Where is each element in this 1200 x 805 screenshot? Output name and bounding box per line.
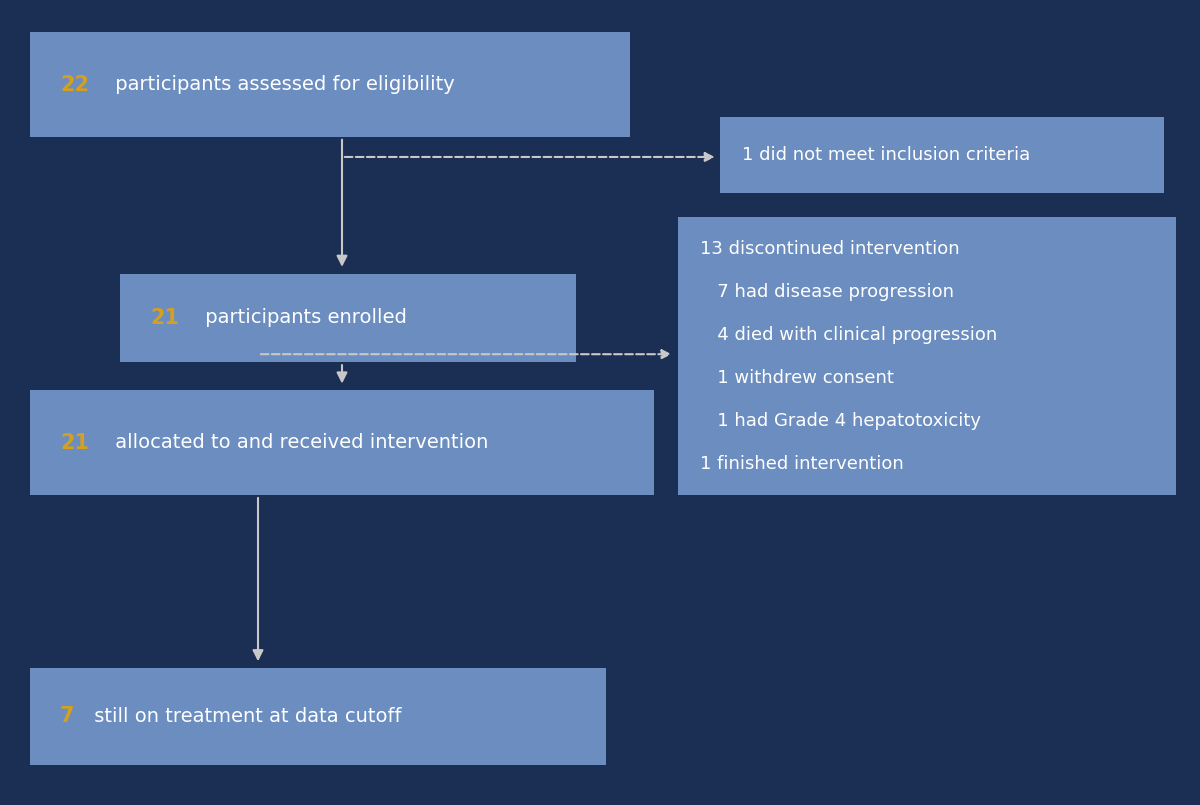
Text: participants assessed for eligibility: participants assessed for eligibility (109, 75, 455, 94)
Text: 1 finished intervention: 1 finished intervention (700, 455, 904, 473)
Text: 21: 21 (150, 308, 179, 328)
Text: 7: 7 (60, 707, 74, 726)
FancyBboxPatch shape (30, 32, 630, 137)
FancyBboxPatch shape (678, 217, 1176, 495)
Text: 1 withdrew consent: 1 withdrew consent (700, 369, 894, 386)
Text: 1 had Grade 4 hepatotoxicity: 1 had Grade 4 hepatotoxicity (700, 412, 980, 430)
Text: 7 had disease progression: 7 had disease progression (700, 283, 954, 300)
Text: allocated to and received intervention: allocated to and received intervention (109, 433, 488, 452)
Text: 22: 22 (60, 75, 89, 94)
FancyBboxPatch shape (120, 274, 576, 362)
FancyBboxPatch shape (30, 390, 654, 495)
Text: 4 died with clinical progression: 4 died with clinical progression (700, 326, 997, 344)
Text: participants enrolled: participants enrolled (199, 308, 407, 328)
Text: 21: 21 (60, 433, 89, 452)
FancyBboxPatch shape (720, 117, 1164, 193)
FancyBboxPatch shape (30, 668, 606, 765)
Text: 1 did not meet inclusion criteria: 1 did not meet inclusion criteria (742, 146, 1030, 164)
Text: 13 discontinued intervention: 13 discontinued intervention (700, 240, 959, 258)
Text: still on treatment at data cutoff: still on treatment at data cutoff (88, 707, 401, 726)
